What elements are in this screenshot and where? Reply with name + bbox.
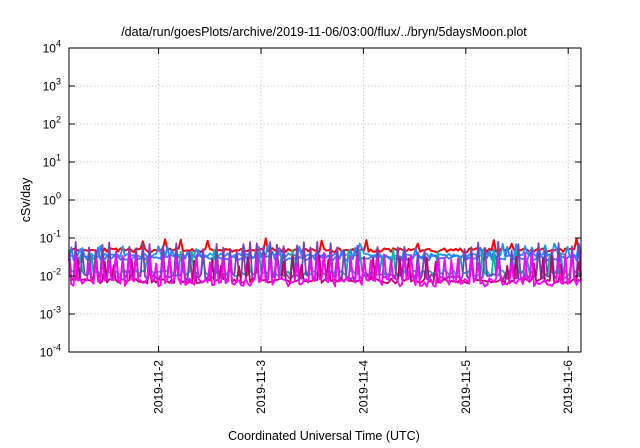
y-tick-label: 10-1: [40, 229, 61, 246]
series-line: [68, 251, 582, 288]
y-tick-label: 104: [43, 39, 61, 56]
y-tick-label: 10-4: [40, 343, 61, 360]
chart-title: /data/run/goesPlots/archive/2019-11-06/0…: [121, 25, 527, 39]
series-lines: [68, 237, 582, 288]
grid-lines: [69, 47, 581, 353]
x-axis-label: Coordinated Universal Time (UTC): [228, 429, 420, 443]
y-tick-label: 103: [43, 77, 61, 94]
y-tick-label: 102: [43, 115, 61, 132]
y-tick-label: 101: [43, 153, 61, 170]
x-tick-label: 2019-11-6: [561, 360, 575, 414]
y-tick-label: 10-3: [40, 305, 61, 322]
series-line: [68, 254, 582, 285]
y-tick-label: 100: [43, 191, 61, 208]
x-tick-label: 2019-11-5: [459, 360, 473, 414]
x-tick-label: 2019-11-3: [254, 360, 268, 414]
y-axis-label: cSv/day: [19, 177, 33, 222]
x-axis: 2019-11-2 2019-11-3 2019-11-4 2019-11-5 2019…: [152, 48, 575, 414]
y-tick-label: 10-2: [40, 267, 61, 284]
x-tick-label: 2019-11-2: [152, 360, 166, 414]
series-line: [68, 237, 582, 254]
x-tick-label: 2019-11-4: [356, 360, 370, 414]
y-axis: 10-4 10-3 10-2 10-1 100 101 102 103 104: [40, 39, 581, 360]
